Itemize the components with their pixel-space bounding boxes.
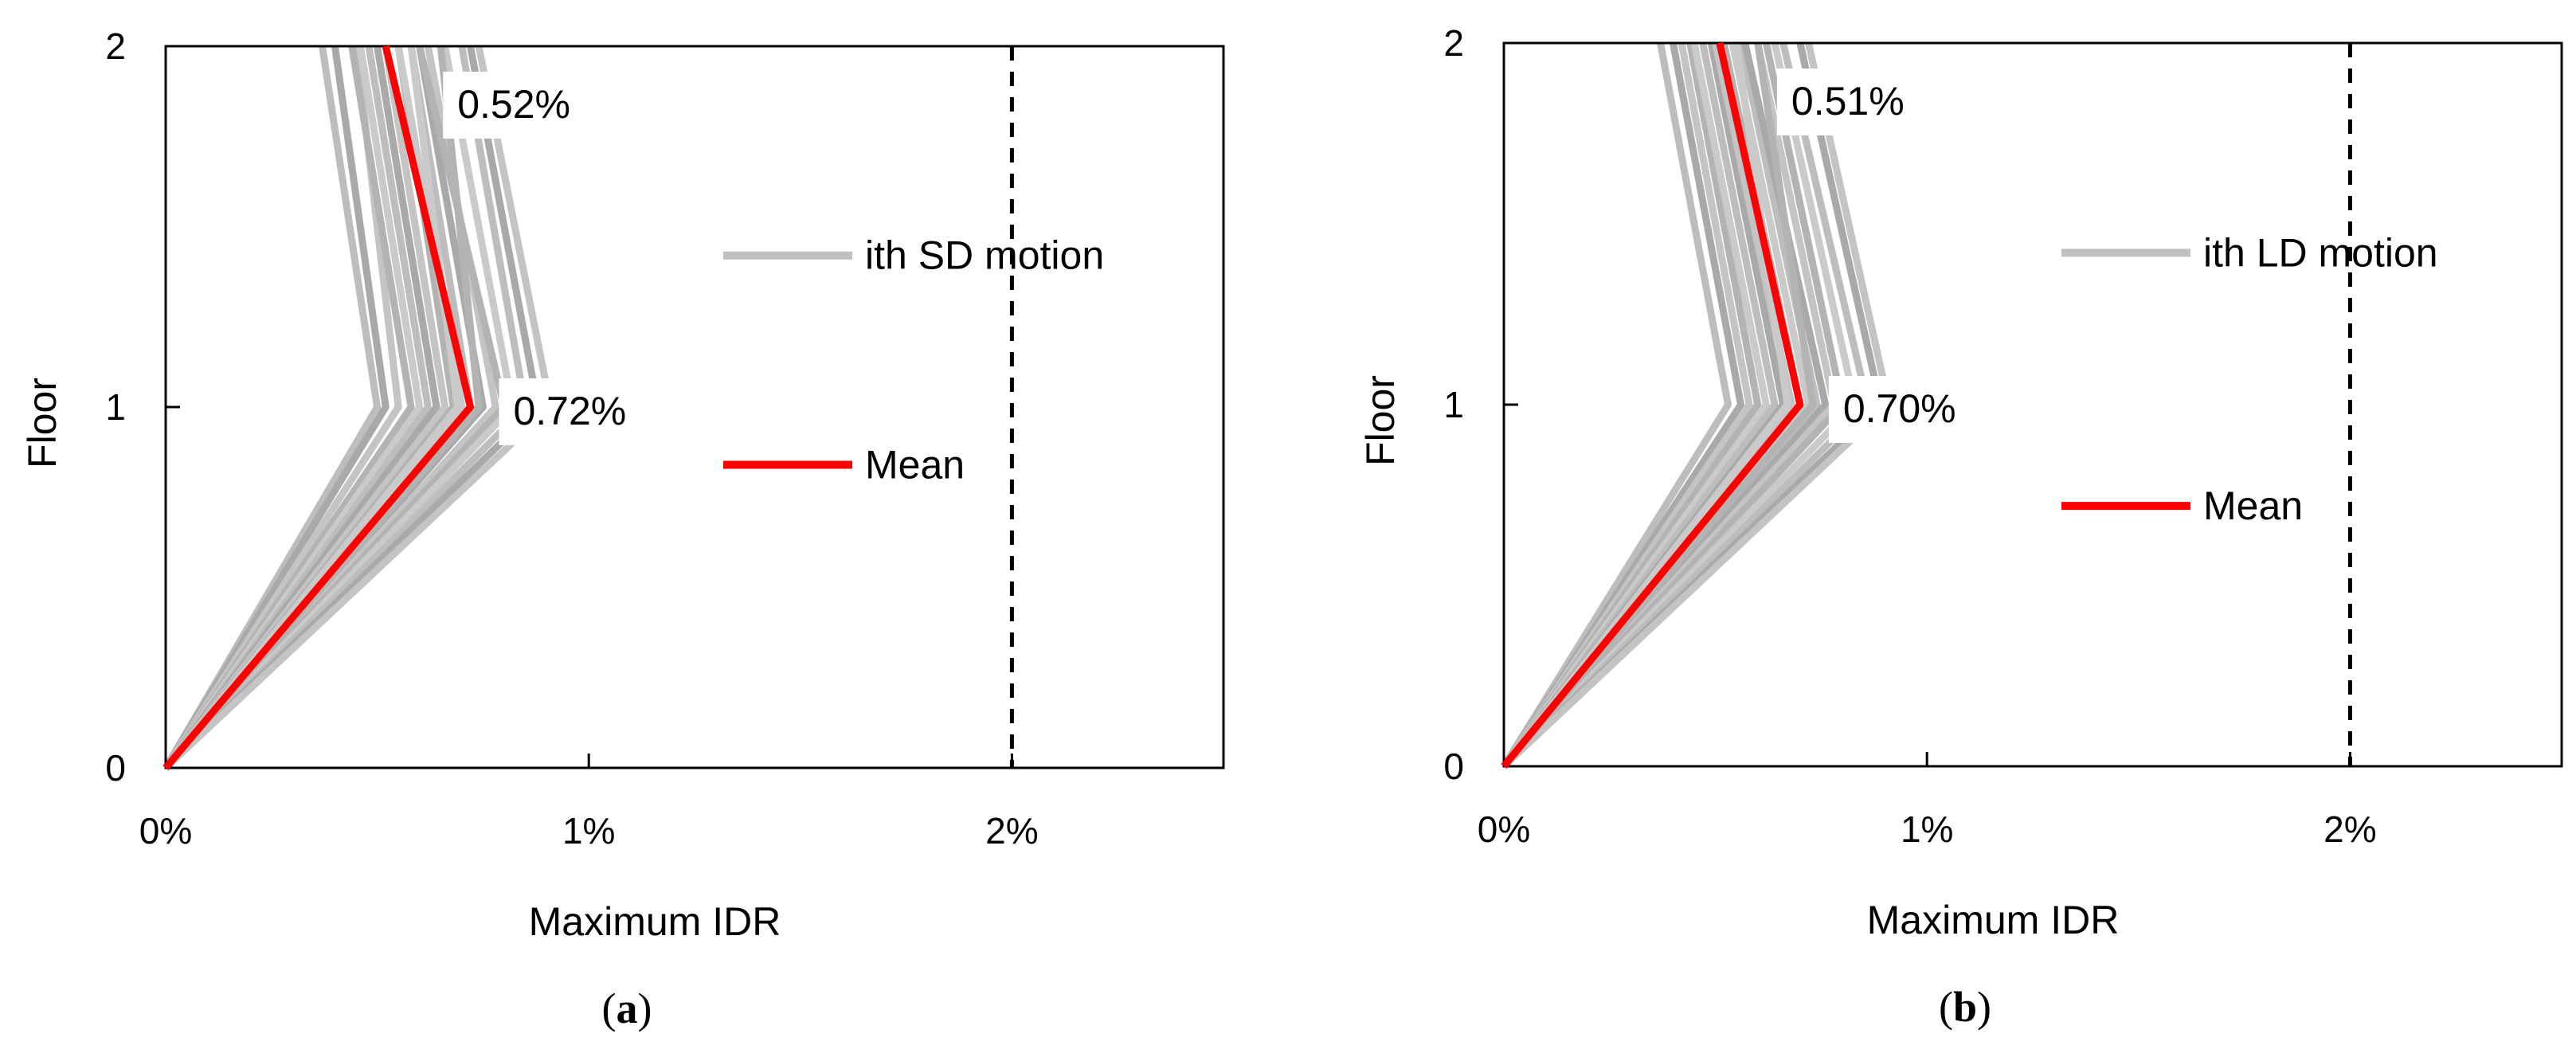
annotation-floor1: 0.70% (1843, 386, 1956, 431)
annotation-floor1: 0.72% (513, 389, 626, 433)
y-tick-label: 1 (105, 386, 126, 428)
annotation-box-floor1 (499, 378, 659, 445)
plot-frame (164, 45, 1225, 769)
legend: ith SD motion Mean (723, 233, 1104, 487)
legend-motion-label: ith LD motion (2203, 230, 2438, 275)
annotation-floor2: 0.52% (457, 82, 570, 127)
chart-panel-a: 0% 1% 2% 0 1 2 ith SD motion Mean 0.72% 0.52%… (20, 25, 1225, 1032)
annotation-box-floor2 (443, 72, 603, 139)
x-tick-label: 2% (985, 810, 1038, 852)
annotation-floor2: 0.51% (1791, 79, 1905, 123)
y-axis-label: Floor (1358, 375, 1403, 466)
panel-letter: a (617, 985, 638, 1032)
y-tick-label: 2 (105, 25, 126, 67)
tick-group: 0% 1% 2% 0 1 2 (1443, 22, 2376, 850)
x-tick-label: 0% (139, 810, 192, 852)
panel-letter: b (1953, 983, 1977, 1031)
y-tick-label: 0 (105, 747, 126, 789)
y-axis-label: Floor (20, 378, 65, 468)
y-tick-label: 0 (1443, 746, 1464, 787)
annotation-group: 0.70% 0.51% (1776, 69, 1988, 443)
motion-line (162, 45, 449, 770)
x-tick-label: 0% (1478, 808, 1530, 850)
motion-line (162, 45, 424, 770)
plot-frame (1502, 41, 2563, 768)
x-tick-label: 1% (1901, 808, 1953, 850)
motion-lines-group (162, 45, 554, 771)
x-tick-label: 1% (562, 810, 615, 852)
panel-label: (a) (602, 985, 652, 1032)
motion-line (1501, 42, 1762, 769)
mean-line (162, 45, 474, 770)
chart-panel-b: 0% 1% 2% 0 1 2 ith LD motion Mean 0.70% 0.51%… (1358, 22, 2563, 1031)
annotation-box-floor2 (1776, 69, 1936, 135)
legend-mean-label: Mean (865, 442, 965, 487)
x-tick-label: 2% (2323, 808, 2376, 850)
y-tick-label: 2 (1443, 22, 1464, 64)
annotation-group: 0.72% 0.52% (443, 72, 659, 445)
y-tick-label: 1 (1443, 384, 1464, 425)
legend-mean-label: Mean (2203, 484, 2303, 528)
legend-motion-label: ith SD motion (865, 233, 1104, 278)
x-axis-label: Maximum IDR (529, 899, 781, 944)
x-axis-label: Maximum IDR (1867, 898, 2120, 942)
motion-lines-group (1501, 41, 1893, 769)
legend: ith LD motion Mean (2061, 230, 2438, 528)
mean-line (1501, 42, 1804, 769)
annotation-box-floor1 (1828, 376, 1988, 443)
tick-group: 0% 1% 2% 0 1 2 (105, 25, 1038, 852)
panel-label: (b) (1939, 983, 1991, 1031)
